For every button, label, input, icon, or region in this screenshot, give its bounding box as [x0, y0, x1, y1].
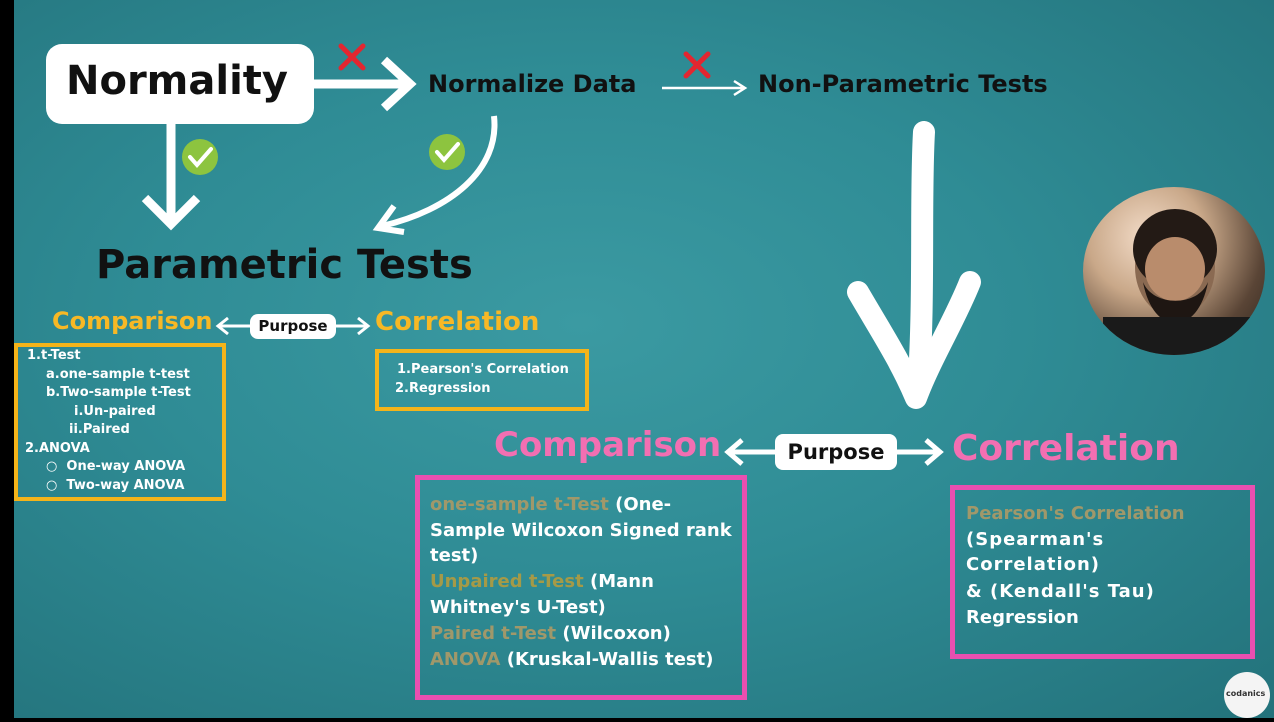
list-item: Sample Wilcoxon Signed rank [430, 520, 732, 541]
arrow-icon [336, 316, 371, 336]
nonparam-correlation-label: Correlation [952, 428, 1180, 469]
arrow-icon [141, 124, 201, 231]
list-item: i.Un-paired [74, 404, 156, 419]
list-item: a.one-sample t-test [46, 367, 190, 382]
webcam-video [1083, 187, 1265, 355]
list-item: 1.t-Test [27, 348, 81, 363]
list-item: b.Two-sample t-Test [46, 385, 191, 400]
param-comparison-label: Comparison [52, 307, 213, 335]
check-icon [182, 139, 218, 175]
cross-icon [338, 43, 366, 71]
param-correlation-box [375, 349, 589, 411]
normality-label: Normality [66, 58, 288, 104]
list-item: test) [430, 545, 479, 566]
list-item: one-sample t-Test (One- [430, 494, 672, 515]
list-item: Pearson's Correlation [966, 503, 1185, 524]
param-purpose-pill: Purpose [250, 314, 336, 339]
presenter-silhouette [1103, 209, 1253, 355]
list-item: 1.Pearson's Correlation [397, 362, 569, 377]
non-parametric-tests-label: Non-Parametric Tests [758, 70, 1048, 98]
param-correlation-label: Correlation [375, 307, 540, 337]
list-item: ○ One-way ANOVA [46, 459, 186, 474]
list-item: 2.Regression [395, 381, 491, 396]
arrow-icon [215, 316, 250, 336]
list-item: & (Kendall's Tau) [966, 581, 1155, 602]
list-item: Correlation) [966, 554, 1101, 575]
arrow-icon [380, 56, 417, 112]
normality-box [46, 44, 314, 124]
parametric-tests-title: Parametric Tests [96, 242, 473, 288]
arrow-icon [907, 121, 935, 403]
arrow-icon [896, 438, 944, 466]
cross-icon [683, 51, 711, 79]
list-item: Whitney's U-Test) [430, 597, 606, 618]
nonparam-comparison-label: Comparison [494, 425, 722, 465]
list-item: ANOVA (Kruskal-Wallis test) [430, 649, 714, 670]
arrow-icon [372, 204, 405, 235]
nonparam-comparison-box [415, 475, 747, 700]
codanics-logo: codanics [1224, 672, 1270, 718]
list-item: (Spearman's [966, 529, 1105, 550]
nonparam-correlation-box [950, 485, 1255, 659]
list-item: ○ Two-way ANOVA [46, 478, 185, 493]
list-item: Regression [966, 607, 1079, 628]
list-item: Unpaired t-Test (Mann [430, 571, 654, 592]
list-item: Paired t-Test (Wilcoxon) [430, 623, 671, 644]
check-icon [429, 134, 465, 170]
arrow-icon [381, 115, 498, 229]
nonparam-purpose-pill: Purpose [775, 434, 897, 470]
arrow-icon [662, 79, 748, 97]
normalize-data-label: Normalize Data [428, 70, 637, 98]
param-comparison-box [14, 343, 226, 501]
list-item: 2.ANOVA [25, 441, 90, 456]
arrow-icon [847, 271, 981, 409]
list-item: ii.Paired [69, 422, 130, 437]
arrow-icon [724, 438, 776, 466]
